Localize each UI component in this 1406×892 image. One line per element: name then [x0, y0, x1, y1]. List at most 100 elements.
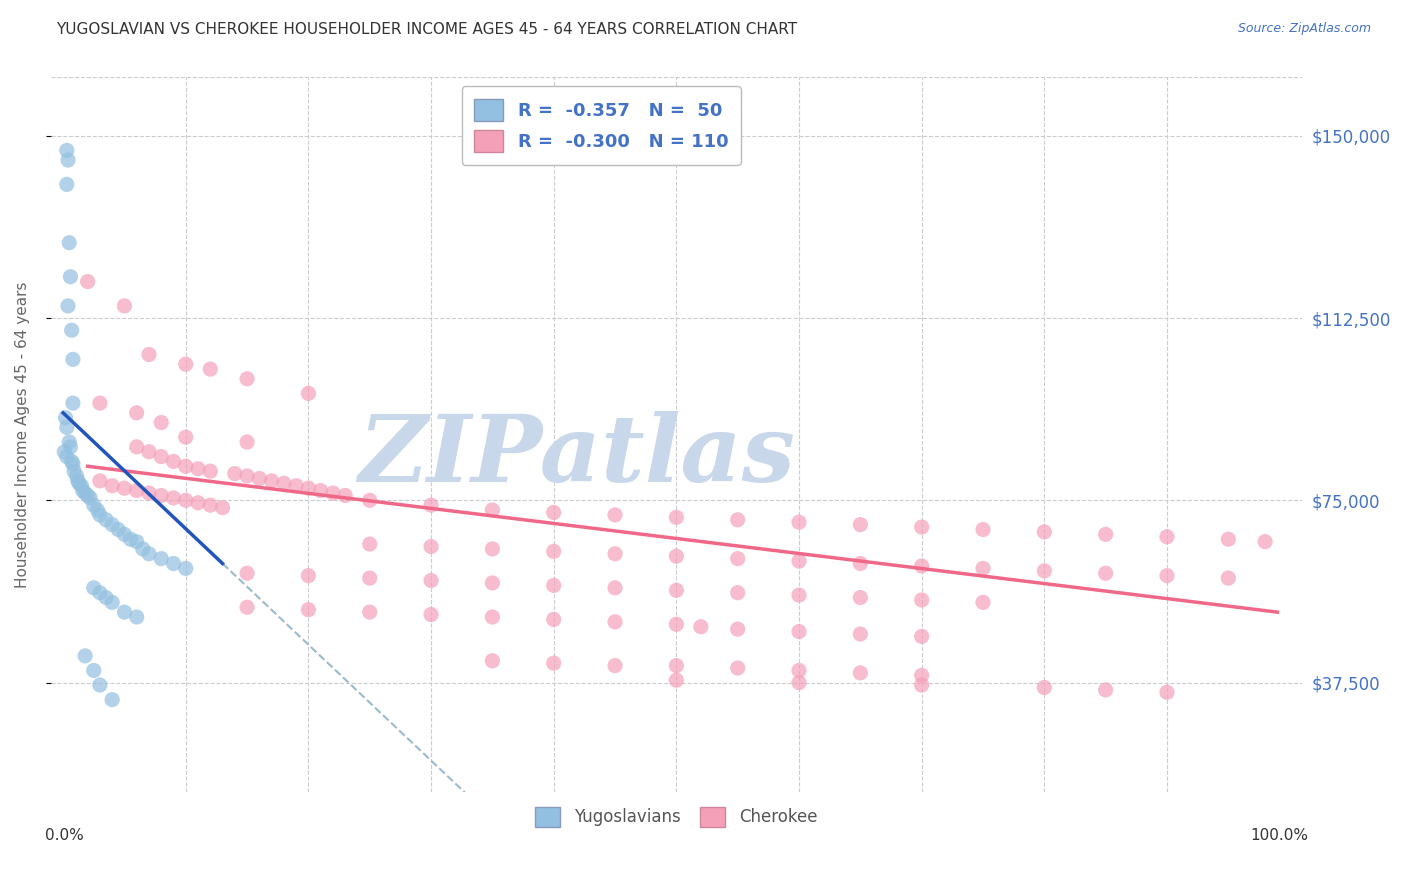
Point — [72, 483, 94, 498]
Point — [911, 558, 934, 573]
Point — [727, 585, 749, 599]
Point — [56, 299, 79, 313]
Point — [200, 498, 222, 512]
Point — [70, 479, 93, 493]
Point — [787, 675, 810, 690]
Point — [89, 585, 111, 599]
Point — [787, 515, 810, 529]
Point — [94, 591, 117, 605]
Point — [187, 461, 209, 475]
Point — [56, 153, 79, 167]
Point — [543, 544, 565, 558]
Point — [727, 513, 749, 527]
Point — [665, 673, 688, 688]
Point — [1156, 568, 1178, 582]
Point — [200, 362, 222, 376]
Point — [322, 486, 344, 500]
Point — [727, 551, 749, 566]
Point — [101, 595, 124, 609]
Point — [309, 483, 332, 498]
Point — [174, 561, 197, 575]
Point — [236, 469, 259, 483]
Point — [125, 483, 148, 498]
Text: 0.0%: 0.0% — [45, 828, 83, 843]
Point — [174, 357, 197, 371]
Point — [727, 622, 749, 636]
Point — [911, 678, 934, 692]
Point — [58, 435, 80, 450]
Point — [1033, 681, 1056, 695]
Point — [1033, 564, 1056, 578]
Point — [481, 610, 503, 624]
Point — [1094, 527, 1116, 541]
Point — [787, 554, 810, 568]
Point — [911, 593, 934, 607]
Point — [420, 574, 443, 588]
Point — [86, 503, 108, 517]
Point — [236, 435, 259, 450]
Point — [150, 551, 173, 566]
Point — [55, 450, 77, 464]
Point — [236, 600, 259, 615]
Point — [125, 610, 148, 624]
Point — [297, 568, 319, 582]
Point — [53, 444, 76, 458]
Point — [849, 557, 872, 571]
Point — [55, 410, 77, 425]
Point — [236, 566, 259, 581]
Point — [60, 323, 83, 337]
Point — [125, 440, 148, 454]
Point — [543, 578, 565, 592]
Point — [224, 467, 246, 481]
Point — [481, 654, 503, 668]
Point — [101, 479, 124, 493]
Point — [481, 576, 503, 591]
Text: YUGOSLAVIAN VS CHEROKEE HOUSEHOLDER INCOME AGES 45 - 64 YEARS CORRELATION CHART: YUGOSLAVIAN VS CHEROKEE HOUSEHOLDER INCO… — [56, 22, 797, 37]
Point — [132, 541, 155, 556]
Point — [335, 488, 357, 502]
Point — [112, 527, 135, 541]
Point — [1218, 533, 1240, 547]
Point — [75, 486, 97, 500]
Point — [359, 493, 381, 508]
Point — [112, 481, 135, 495]
Point — [1156, 685, 1178, 699]
Point — [62, 396, 84, 410]
Point — [481, 503, 503, 517]
Point — [787, 624, 810, 639]
Point — [65, 469, 87, 483]
Point — [62, 352, 84, 367]
Point — [162, 557, 184, 571]
Point — [89, 396, 111, 410]
Point — [62, 457, 84, 471]
Point — [67, 476, 90, 491]
Point — [107, 523, 129, 537]
Point — [911, 520, 934, 534]
Point — [94, 513, 117, 527]
Point — [543, 656, 565, 670]
Point — [690, 620, 713, 634]
Point — [603, 658, 626, 673]
Point — [55, 420, 77, 434]
Point — [1094, 566, 1116, 581]
Point — [83, 664, 105, 678]
Point — [665, 583, 688, 598]
Point — [665, 510, 688, 524]
Point — [1254, 534, 1277, 549]
Point — [89, 508, 111, 522]
Point — [603, 615, 626, 629]
Point — [1218, 571, 1240, 585]
Point — [89, 474, 111, 488]
Point — [603, 547, 626, 561]
Point — [543, 612, 565, 626]
Point — [59, 440, 82, 454]
Point — [787, 588, 810, 602]
Point — [1033, 524, 1056, 539]
Point — [260, 474, 283, 488]
Point — [297, 481, 319, 495]
Point — [60, 454, 83, 468]
Point — [236, 372, 259, 386]
Point — [125, 406, 148, 420]
Point — [150, 488, 173, 502]
Legend: Yugoslavians, Cherokee: Yugoslavians, Cherokee — [529, 800, 824, 834]
